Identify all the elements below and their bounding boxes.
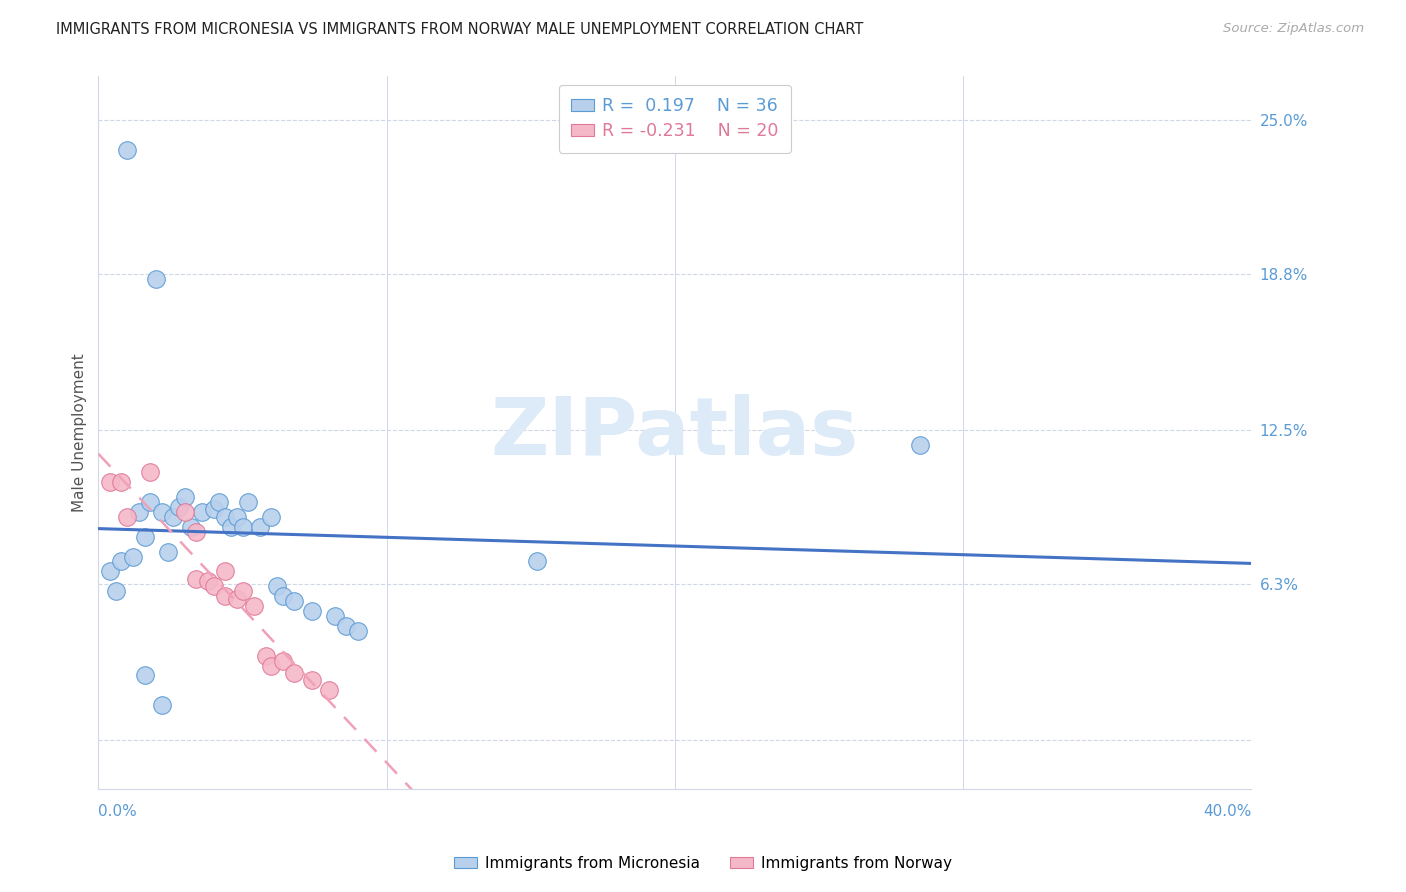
Point bbox=[908, 438, 931, 452]
Point bbox=[260, 658, 283, 673]
Point bbox=[117, 509, 139, 524]
Text: 0.0%: 0.0% bbox=[98, 805, 138, 819]
Point bbox=[139, 465, 162, 479]
Point bbox=[231, 520, 254, 534]
Point bbox=[150, 505, 173, 519]
Point bbox=[271, 589, 294, 603]
Legend: Immigrants from Micronesia, Immigrants from Norway: Immigrants from Micronesia, Immigrants f… bbox=[449, 850, 957, 877]
Point bbox=[283, 594, 305, 608]
Point bbox=[98, 475, 121, 490]
Point bbox=[231, 584, 254, 599]
Point bbox=[197, 574, 219, 589]
Point bbox=[243, 599, 266, 613]
Point bbox=[323, 609, 346, 624]
Point bbox=[98, 565, 121, 579]
Point bbox=[219, 520, 242, 534]
Point bbox=[271, 654, 294, 668]
Point bbox=[156, 544, 179, 558]
Point bbox=[225, 509, 247, 524]
Point bbox=[238, 495, 260, 509]
Point bbox=[225, 591, 247, 606]
Point bbox=[202, 502, 225, 516]
Point bbox=[110, 475, 132, 490]
Point bbox=[174, 490, 197, 504]
Point bbox=[202, 579, 225, 593]
Point bbox=[134, 668, 156, 682]
Point bbox=[186, 572, 208, 586]
Point bbox=[260, 509, 283, 524]
Point bbox=[335, 619, 357, 633]
Point bbox=[214, 589, 236, 603]
Point bbox=[266, 579, 288, 593]
Point bbox=[180, 520, 202, 534]
Point bbox=[134, 530, 156, 544]
Point bbox=[117, 143, 139, 157]
Point bbox=[301, 673, 323, 688]
Point bbox=[110, 554, 132, 568]
Point bbox=[301, 604, 323, 618]
Point bbox=[214, 509, 236, 524]
Point bbox=[249, 520, 271, 534]
Point bbox=[214, 565, 236, 579]
Point bbox=[122, 549, 145, 564]
Text: 40.0%: 40.0% bbox=[1204, 805, 1251, 819]
Point bbox=[150, 698, 173, 713]
Text: Source: ZipAtlas.com: Source: ZipAtlas.com bbox=[1223, 22, 1364, 36]
Text: ZIPatlas: ZIPatlas bbox=[491, 393, 859, 472]
Point bbox=[162, 509, 184, 524]
Point bbox=[104, 584, 127, 599]
Point bbox=[174, 505, 197, 519]
Point bbox=[145, 272, 167, 286]
Legend: R =  0.197    N = 36, R = -0.231    N = 20: R = 0.197 N = 36, R = -0.231 N = 20 bbox=[560, 85, 790, 153]
Point bbox=[139, 495, 162, 509]
Point bbox=[283, 665, 305, 680]
Point bbox=[191, 505, 214, 519]
Point bbox=[167, 500, 190, 514]
Text: IMMIGRANTS FROM MICRONESIA VS IMMIGRANTS FROM NORWAY MALE UNEMPLOYMENT CORRELATI: IMMIGRANTS FROM MICRONESIA VS IMMIGRANTS… bbox=[56, 22, 863, 37]
Point bbox=[526, 554, 548, 568]
Y-axis label: Male Unemployment: Male Unemployment bbox=[72, 353, 87, 512]
Point bbox=[128, 505, 150, 519]
Point bbox=[254, 648, 277, 663]
Point bbox=[318, 683, 340, 698]
Point bbox=[208, 495, 231, 509]
Point bbox=[346, 624, 368, 638]
Point bbox=[186, 524, 208, 539]
